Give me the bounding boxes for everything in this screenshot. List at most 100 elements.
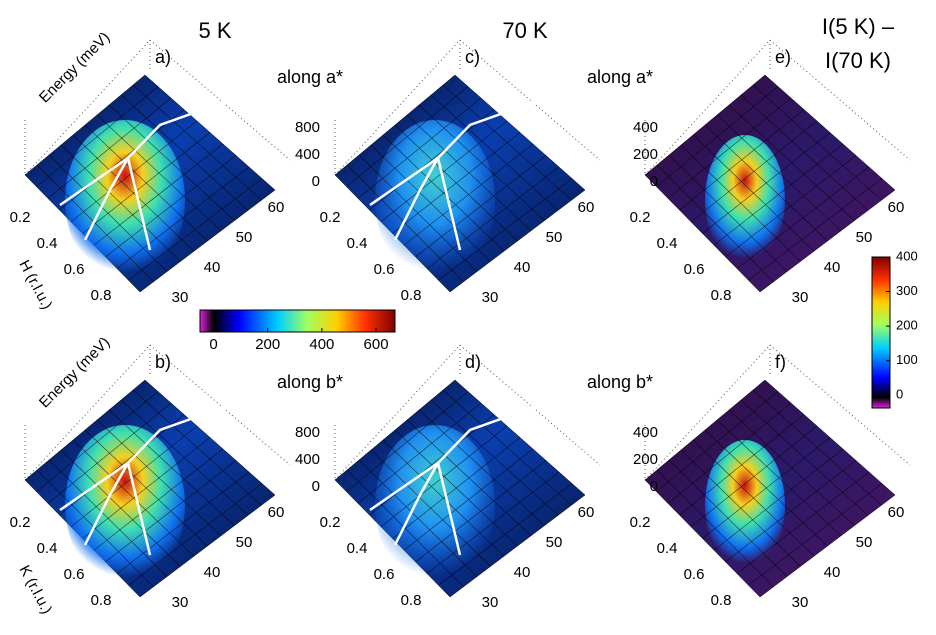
x-tick-label: 0.2 bbox=[320, 209, 341, 226]
mesh-line bbox=[82, 437, 211, 539]
y-tick-label: 50 bbox=[856, 534, 873, 551]
colorbar-tick-label: 400 bbox=[896, 248, 918, 263]
colorbar-tick-label: 200 bbox=[896, 318, 918, 333]
mesh-line bbox=[116, 166, 250, 269]
panel-label: b) bbox=[155, 352, 171, 372]
mesh-line bbox=[406, 114, 532, 232]
dispersion-line bbox=[369, 460, 462, 556]
mesh-line bbox=[406, 419, 532, 537]
colorbar-tick-label: 200 bbox=[255, 336, 280, 353]
colorbar-tick-label: 300 bbox=[896, 283, 918, 298]
x-axis-label: H (r.l.u.) bbox=[15, 257, 55, 312]
x-tick-label: 0.4 bbox=[37, 235, 58, 252]
direction-label: along a* bbox=[587, 67, 653, 87]
colorbar-tick-label: 0 bbox=[896, 387, 903, 402]
x-tick-label: 0.4 bbox=[347, 540, 368, 557]
box-edge bbox=[459, 344, 601, 466]
mesh-line bbox=[725, 155, 857, 258]
panel: d) along b* 0.2 0.4 0.6 0.8 30 40 50 60 bbox=[320, 344, 653, 611]
box-edge bbox=[149, 39, 291, 161]
mesh-line bbox=[108, 104, 235, 221]
colorbar-tick-label: 400 bbox=[309, 336, 334, 353]
colorbar-tick-label: 0 bbox=[209, 336, 217, 353]
x-tick-label: 0.6 bbox=[684, 261, 705, 278]
z-tick-label: 400 bbox=[295, 451, 320, 468]
x-tick-label: 0.8 bbox=[401, 592, 422, 609]
z-tick-label: 200 bbox=[633, 451, 658, 468]
colorbar bbox=[871, 256, 891, 409]
z-axis-label: Energy (meV) bbox=[36, 29, 113, 106]
y-tick-label: 50 bbox=[546, 229, 563, 246]
direction-label: along b* bbox=[587, 372, 653, 392]
mesh-line bbox=[403, 448, 534, 551]
x-tick-label: 0.8 bbox=[91, 287, 112, 304]
mesh-line bbox=[392, 437, 521, 539]
mesh-line bbox=[426, 471, 560, 574]
z-tick-label: 200 bbox=[633, 146, 658, 163]
mesh-line bbox=[438, 483, 573, 586]
mesh-line bbox=[120, 94, 249, 211]
z-tick-label: 0 bbox=[312, 173, 320, 190]
mesh-line bbox=[736, 471, 870, 574]
z-tick-label: 400 bbox=[633, 424, 658, 441]
y-tick-label: 60 bbox=[888, 199, 905, 216]
x-tick-label: 0.2 bbox=[320, 514, 341, 531]
mesh-line bbox=[392, 132, 521, 234]
y-tick-label: 30 bbox=[792, 289, 809, 306]
mesh-line bbox=[132, 389, 262, 506]
z-tick-label: 400 bbox=[295, 146, 320, 163]
z-tick-label: 0 bbox=[650, 173, 658, 190]
x-tick-label: 0.2 bbox=[10, 209, 31, 226]
box-edge bbox=[769, 344, 911, 466]
y-tick-label: 50 bbox=[546, 534, 563, 551]
column-title: 70 K bbox=[502, 18, 548, 43]
mesh-line bbox=[403, 143, 534, 246]
z-tick-label: 800 bbox=[295, 119, 320, 136]
mesh-line bbox=[702, 132, 831, 234]
dispersion-line bbox=[59, 460, 152, 556]
mesh-line bbox=[748, 178, 883, 281]
mesh-line bbox=[430, 399, 559, 516]
mesh-line bbox=[713, 448, 844, 551]
mesh-line bbox=[438, 178, 573, 281]
mesh-line bbox=[82, 132, 211, 234]
mesh-line bbox=[736, 166, 870, 269]
panel: b) along b* Energy (meV) K (r.l.u.) 0.2 0.4 0.… bbox=[10, 334, 343, 617]
mesh-line bbox=[415, 460, 547, 563]
y-tick-label: 60 bbox=[888, 504, 905, 521]
mesh-line bbox=[418, 409, 545, 526]
colorbar-tick-label: 600 bbox=[364, 336, 389, 353]
mesh-line bbox=[748, 483, 883, 586]
mesh-line bbox=[728, 409, 855, 526]
mesh-line bbox=[713, 143, 844, 246]
x-tick-label: 0.2 bbox=[10, 514, 31, 531]
panel: f) 0.2 0.4 0.6 0.8 30 40 50 60 0 200 400 bbox=[630, 344, 911, 611]
mesh-line bbox=[120, 399, 249, 516]
mesh-line bbox=[442, 84, 572, 201]
z-tick-label: 800 bbox=[295, 424, 320, 441]
x-tick-label: 0.8 bbox=[711, 592, 732, 609]
z-tick-label: 400 bbox=[633, 119, 658, 136]
mesh-line bbox=[752, 389, 882, 506]
x-tick-label: 0.2 bbox=[630, 209, 651, 226]
box-edge bbox=[769, 39, 911, 161]
y-tick-label: 30 bbox=[482, 594, 499, 611]
mesh-line bbox=[105, 460, 237, 563]
y-tick-label: 40 bbox=[824, 259, 841, 276]
panel: a) along a* Energy (meV) H (r.l.u.) 0.2 0.4 0.… bbox=[10, 29, 343, 312]
panel-label: f) bbox=[775, 352, 786, 372]
z-tick-label: 0 bbox=[650, 478, 658, 495]
panel: e) 0.2 0.4 0.6 0.8 30 40 50 60 0 200 400 bbox=[630, 39, 911, 306]
x-tick-label: 0.8 bbox=[401, 287, 422, 304]
x-tick-label: 0.6 bbox=[64, 261, 85, 278]
column-title: 5 K bbox=[198, 18, 231, 43]
mesh-line bbox=[415, 155, 547, 258]
y-tick-label: 30 bbox=[482, 289, 499, 306]
x-tick-label: 0.8 bbox=[711, 287, 732, 304]
x-tick-label: 0.6 bbox=[374, 261, 395, 278]
panel-label: e) bbox=[775, 47, 791, 67]
panel: c) along a* 0.2 0.4 0.6 0.8 30 40 50 60 bbox=[320, 39, 653, 306]
y-tick-label: 60 bbox=[578, 199, 595, 216]
mesh-line bbox=[128, 178, 263, 281]
